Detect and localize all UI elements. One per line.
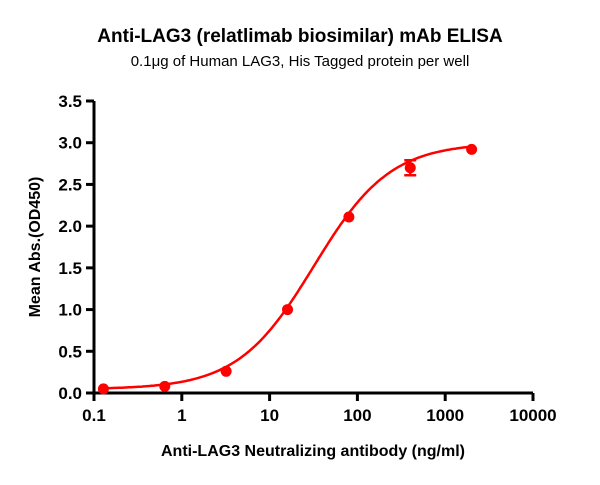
data-point xyxy=(159,380,171,392)
data-point xyxy=(282,304,294,316)
x-tick-label: 1000 xyxy=(426,406,464,425)
data-point xyxy=(97,383,109,395)
y-tick-label: 1.0 xyxy=(58,301,82,320)
y-tick-label: 0.0 xyxy=(58,384,82,403)
data-point xyxy=(220,365,232,377)
x-axis-label: Anti-LAG3 Neutralizing antibody (ng/ml) xyxy=(161,443,465,460)
x-tick-label: 1 xyxy=(177,406,186,425)
y-tick-label: 1.5 xyxy=(58,259,82,278)
data-point xyxy=(343,211,355,223)
fit-curve xyxy=(103,145,472,390)
y-tick-label: 3.5 xyxy=(58,92,82,111)
y-tick-label: 2.0 xyxy=(58,217,82,236)
x-tick-label: 10 xyxy=(260,406,279,425)
data-point xyxy=(404,162,416,174)
chart-title: Anti-LAG3 (relatlimab biosimilar) mAb EL… xyxy=(97,26,503,47)
y-tick-label: 0.5 xyxy=(58,342,82,361)
y-tick-label: 2.5 xyxy=(58,175,82,194)
y-tick-label: 3.0 xyxy=(58,134,82,153)
x-tick-label: 100 xyxy=(343,406,371,425)
data-point xyxy=(466,143,478,155)
x-tick-label: 10000 xyxy=(509,406,556,425)
chart-subtitle: 0.1μg of Human LAG3, His Tagged protein … xyxy=(131,53,470,70)
y-axis-label: Mean Abs.(OD450) xyxy=(27,177,44,318)
x-tick-label: 0.1 xyxy=(82,406,106,425)
